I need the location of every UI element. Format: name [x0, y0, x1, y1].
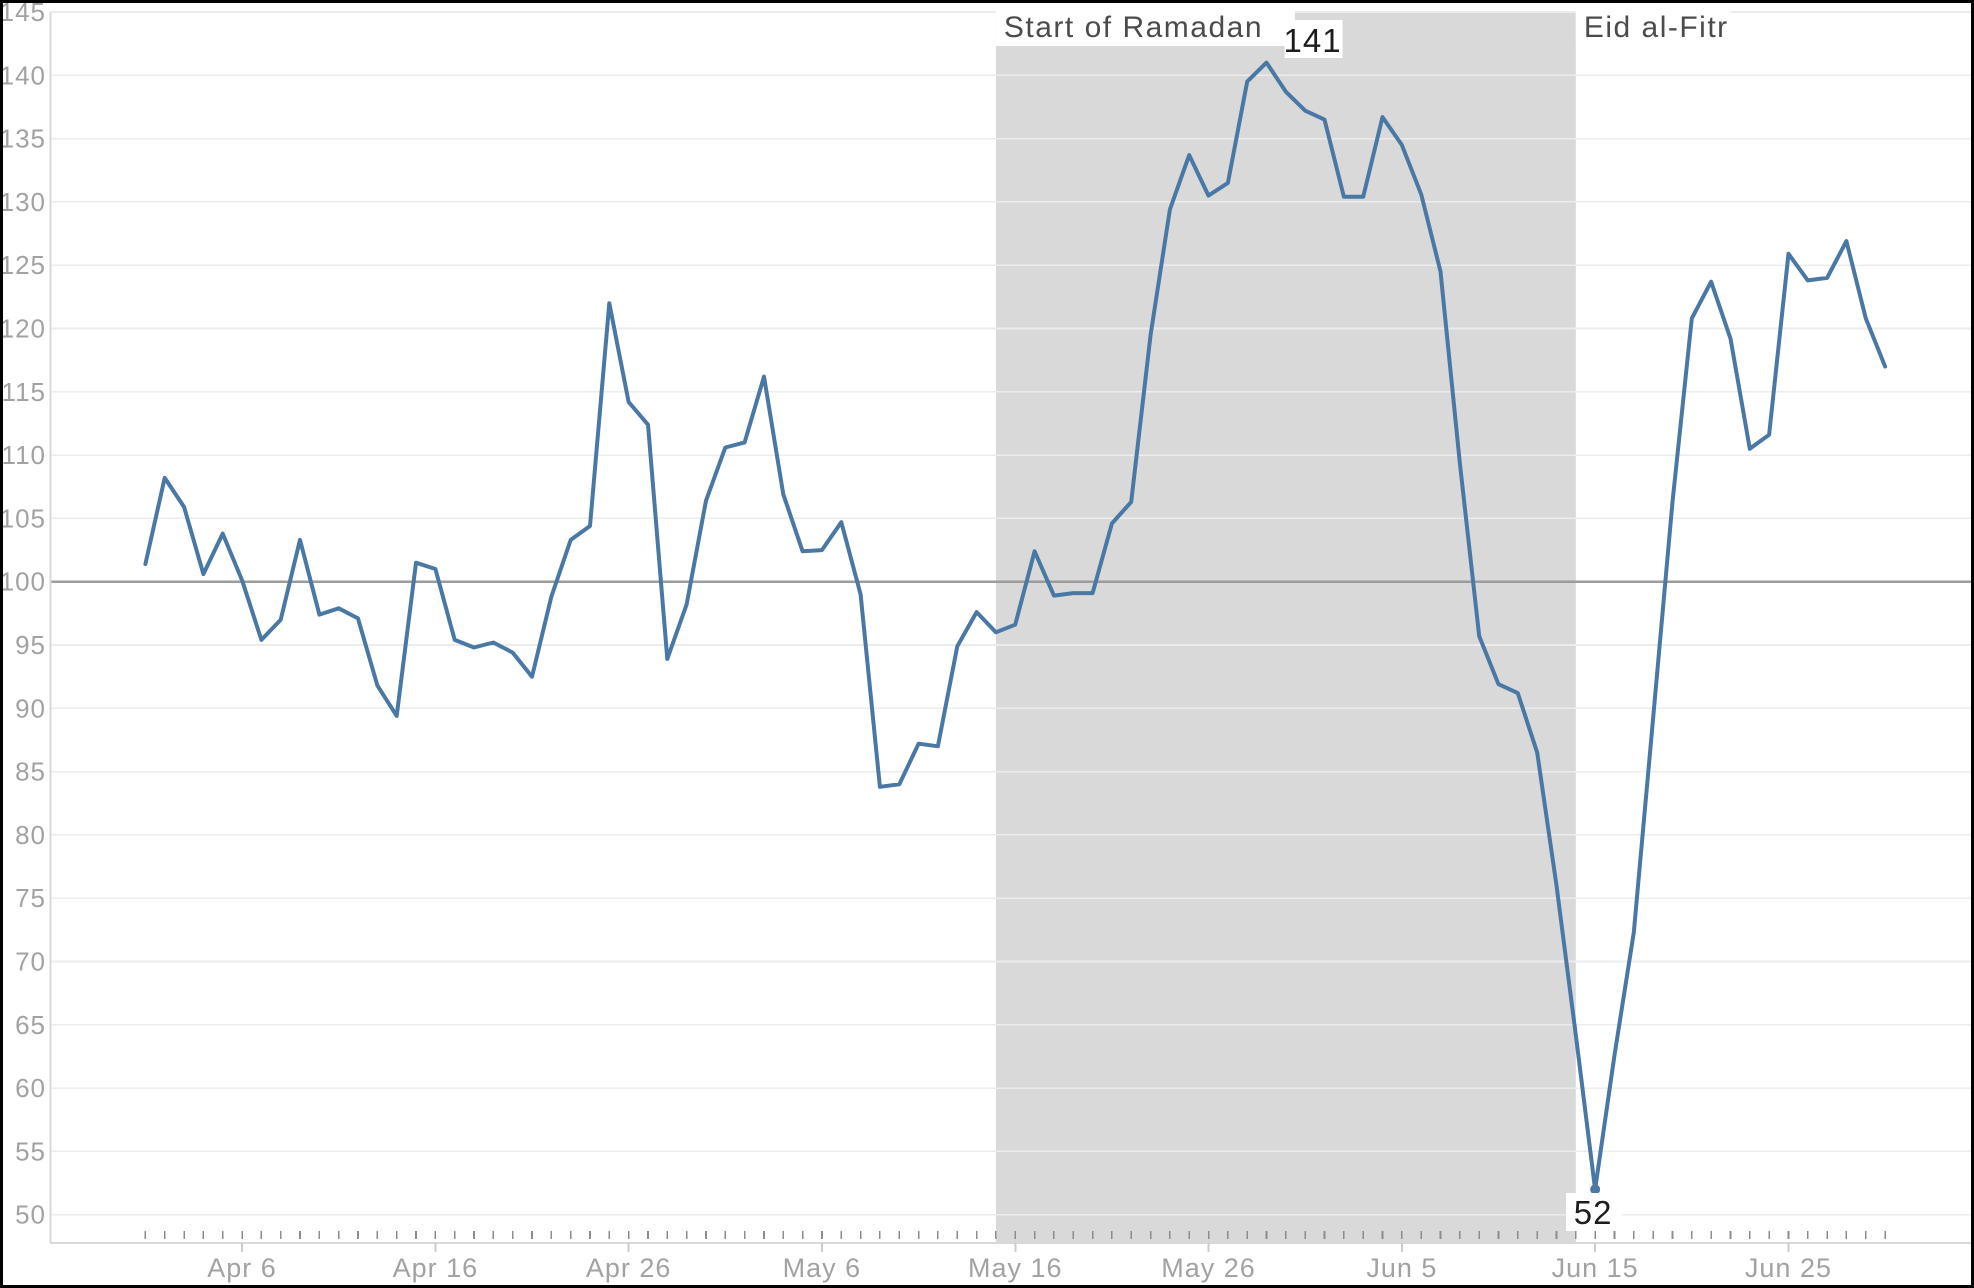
y-tick-label: 140 [0, 60, 46, 90]
y-tick-label: 50 [15, 1200, 46, 1230]
ramadan-start-label: Start of Ramadan [1004, 11, 1263, 44]
peak-value-bg [1284, 20, 1343, 58]
y-tick-label: 60 [15, 1073, 46, 1103]
ramadan-shaded-band [995, 12, 1576, 1243]
annotations: Start of Ramadan Eid al-Fitr 141 52 [995, 6, 1731, 1231]
y-tick-label: 105 [0, 503, 46, 533]
x-tick-label: May 26 [1161, 1253, 1256, 1283]
x-tick-label: Jun 15 [1552, 1253, 1639, 1283]
eid-al-fitr-label: Eid al-Fitr [1584, 11, 1729, 44]
x-tick-label: Apr 26 [586, 1253, 672, 1283]
axis-ticks [144, 1231, 1886, 1252]
gridlines [50, 11, 1971, 1216]
y-tick-label: 55 [15, 1136, 46, 1166]
x-tick-label: Apr 16 [393, 1253, 479, 1283]
ramadan-label-bg [995, 6, 1295, 46]
x-tick-label: May 16 [968, 1253, 1063, 1283]
x-tick-label: May 6 [783, 1253, 862, 1283]
y-tick-label: 115 [2, 377, 46, 407]
y-axis-labels: 145 140 135 130 125 120 115 110 105 100 95 90 85 80 75… [0, 0, 46, 1230]
ramadan-band-rect [995, 12, 1576, 1243]
x-tick-label: Apr 6 [207, 1253, 277, 1283]
x-tick-label: Jun 5 [1366, 1253, 1437, 1283]
y-tick-label: 85 [15, 757, 46, 787]
x-axis-labels: Apr 6 Apr 16 Apr 26 May 6 May 16 May 26 Jun 5 J… [207, 1253, 1832, 1283]
y-tick-label: 135 [0, 124, 46, 154]
x-tick-label: Jun 25 [1745, 1253, 1832, 1283]
trough-marker-dot [1590, 1184, 1601, 1195]
peak-value-label: 141 [1284, 22, 1342, 59]
trough-value-bg [1566, 1193, 1623, 1231]
y-tick-label: 70 [15, 947, 46, 977]
y-tick-label: 110 [2, 440, 46, 470]
index-line-series [143, 60, 1888, 1195]
y-tick-label: 75 [15, 883, 46, 913]
eid-label-bg [1575, 6, 1731, 46]
y-tick-label: 95 [15, 630, 46, 660]
y-tick-label: 120 [0, 314, 46, 344]
y-tick-label: 100 [0, 567, 46, 597]
axis-rulers [49, 12, 1971, 1244]
y-tick-label: 80 [15, 820, 46, 850]
trough-value-label: 52 [1574, 1194, 1613, 1231]
y-tick-label: 130 [0, 187, 46, 217]
y-tick-label: 90 [15, 693, 46, 723]
y-tick-label: 125 [0, 250, 46, 280]
y-tick-label: 65 [15, 1010, 46, 1040]
y-tick-label: 145 [0, 0, 46, 27]
